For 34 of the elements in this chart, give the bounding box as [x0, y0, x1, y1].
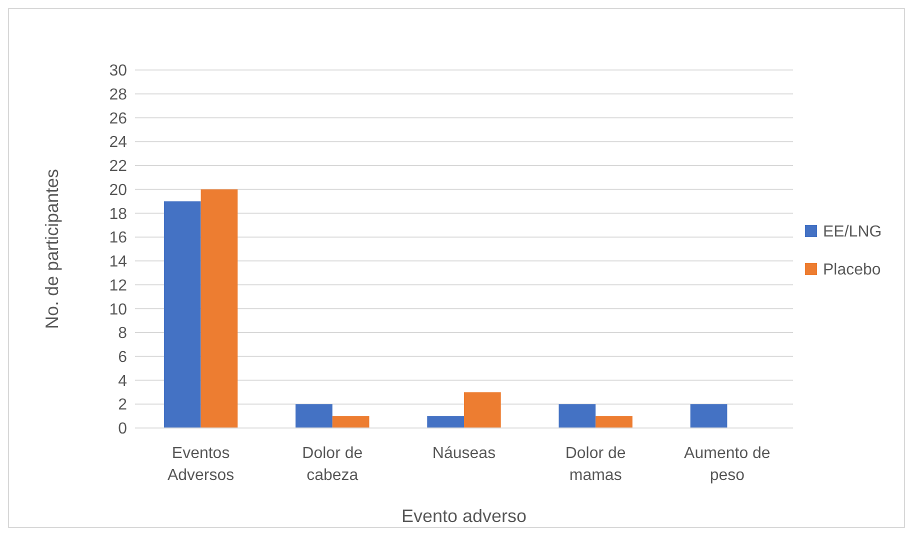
y-tick-label: 24 [109, 134, 128, 152]
y-tick-label: 18 [109, 206, 128, 223]
bar [464, 392, 501, 428]
y-tick-label: 22 [109, 158, 128, 176]
bar [690, 404, 728, 428]
y-tick-label: 8 [118, 325, 128, 342]
legend-label: Placebo [823, 262, 881, 279]
y-tick-label: 28 [109, 86, 128, 104]
y-tick-label: 10 [109, 301, 128, 318]
bar [427, 416, 464, 428]
y-tick-label: 16 [109, 230, 128, 247]
bar [200, 189, 238, 428]
x-tick-label: Eventos Adversos [167, 445, 234, 484]
y-tick-label: 26 [109, 110, 128, 128]
bar [296, 404, 332, 428]
y-axis-title: No. de participantes [42, 168, 62, 330]
y-tick-label: 6 [118, 349, 128, 366]
bar [558, 404, 596, 428]
y-tick-label: 30 [109, 62, 128, 80]
x-tick-label: Dolor de cabeza [302, 445, 363, 484]
y-tick-label: 4 [118, 372, 128, 390]
legend-label: EE/LNG [823, 224, 882, 241]
y-tick-label: 0 [118, 420, 128, 438]
y-tick-label: 14 [109, 254, 128, 271]
y-tick-label: 12 [109, 277, 128, 294]
bar [164, 201, 201, 428]
x-axis-title: Evento adverso [401, 506, 527, 526]
y-tick-label: 20 [109, 182, 128, 199]
y-tick-label: 2 [118, 396, 128, 414]
x-tick-label: Náuseas [432, 445, 496, 462]
bar [332, 416, 370, 428]
x-tick-label: Aumento de peso [684, 445, 770, 484]
bar [596, 416, 632, 428]
x-tick-label: Dolor de mamas [565, 445, 626, 484]
